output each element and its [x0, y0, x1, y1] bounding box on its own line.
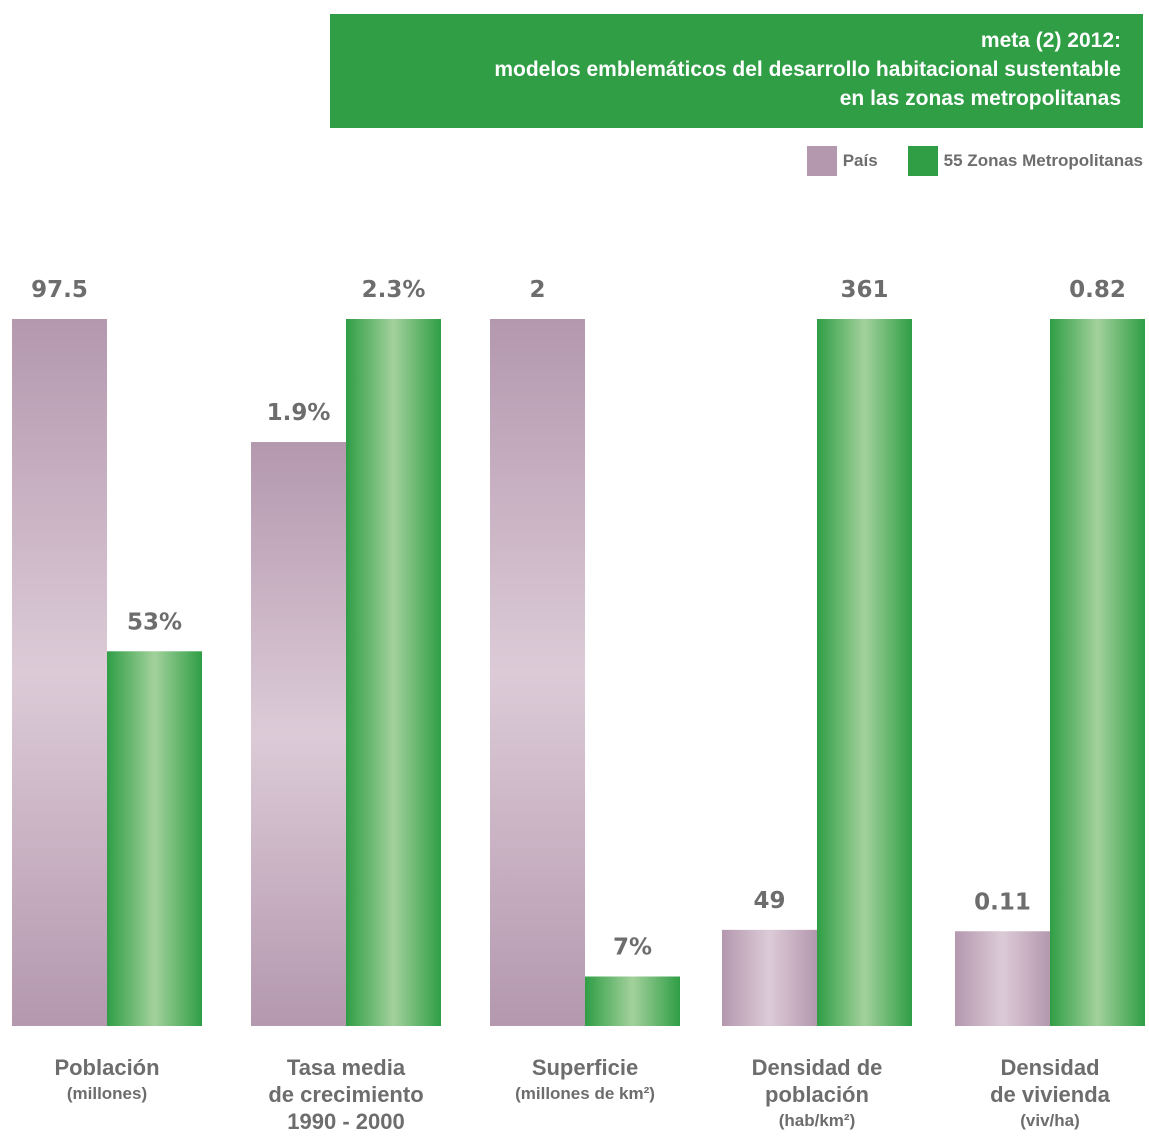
- bar-zonas-3: [585, 976, 680, 1026]
- value-label-pais-2: 1.9%: [267, 400, 331, 426]
- chart-title-line-3: en las zonas metropolitanas: [839, 87, 1121, 110]
- legend: País 55 Zonas Metropolitanas: [806, 146, 1143, 176]
- category-label-2-line-1: Tasa media: [287, 1055, 406, 1080]
- value-label-zonas-1: 53%: [127, 609, 182, 635]
- value-label-zonas-5: 0.82: [1069, 277, 1126, 303]
- value-label-pais-4: 49: [753, 888, 785, 914]
- category-unit-1: (millones): [67, 1084, 147, 1103]
- value-label-pais-1: 97.5: [31, 277, 88, 303]
- bar-zonas-2: [346, 319, 441, 1026]
- value-label-zonas-4: 361: [840, 277, 888, 303]
- category-label-3-line-1: Superficie: [532, 1055, 638, 1080]
- legend-label-pais: País: [842, 151, 878, 170]
- bar-pais-2: [251, 442, 346, 1026]
- category-unit-4: (hab/km²): [779, 1111, 856, 1130]
- bar-pais-4: [722, 929, 817, 1026]
- value-label-pais-5: 0.11: [974, 889, 1031, 915]
- category-unit-5: (viv/ha): [1020, 1111, 1080, 1130]
- legend-item-zonas: 55 Zonas Metropolitanas: [907, 146, 1143, 176]
- chart-title-box: meta (2) 2012: modelos emblemáticos del …: [330, 14, 1143, 128]
- category-label-4-line-1: Densidad de: [752, 1055, 883, 1080]
- legend-label-zonas: 55 Zonas Metropolitanas: [943, 151, 1143, 170]
- category-label-1-line-1: Población: [54, 1055, 159, 1080]
- category-label-5-line-2: de vivienda: [990, 1082, 1111, 1107]
- bar-zonas-1: [107, 651, 202, 1026]
- chart-title-line-2: modelos emblemáticos del desarrollo habi…: [494, 58, 1121, 81]
- legend-item-pais: País: [806, 146, 878, 176]
- category-label-4-line-2: población: [765, 1082, 869, 1107]
- bar-pais-3: [490, 319, 585, 1026]
- labels-layer: 97.5 53% Población (millones) 1.9% 2.3% Tasa m…: [31, 277, 1126, 1134]
- bar-zonas-4: [817, 319, 912, 1026]
- category-label-2-line-2: de crecimiento: [268, 1082, 423, 1107]
- legend-swatch-zonas: [907, 146, 938, 176]
- bar-pais-1: [12, 319, 107, 1026]
- bars-layer: [12, 319, 1145, 1026]
- category-label-5-line-1: Densidad: [1000, 1055, 1099, 1080]
- value-label-zonas-2: 2.3%: [362, 277, 426, 303]
- value-label-zonas-3: 7%: [613, 935, 652, 961]
- category-unit-3: (millones de km²): [515, 1084, 655, 1103]
- chart-title-line-1: meta (2) 2012:: [980, 29, 1121, 52]
- bar-pais-5: [955, 931, 1050, 1026]
- legend-swatch-pais: [806, 146, 837, 176]
- category-label-2-line-3: 1990 - 2000: [287, 1109, 404, 1134]
- bar-zonas-5: [1050, 319, 1145, 1026]
- value-label-pais-3: 2: [529, 277, 545, 303]
